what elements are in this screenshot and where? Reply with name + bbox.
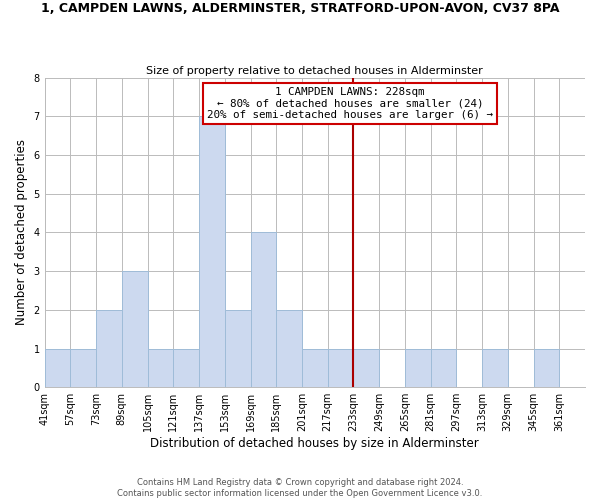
Bar	[122, 271, 148, 387]
Bar	[148, 348, 173, 387]
X-axis label: Distribution of detached houses by size in Alderminster: Distribution of detached houses by size …	[151, 437, 479, 450]
Bar	[533, 348, 559, 387]
Title: Size of property relative to detached houses in Alderminster: Size of property relative to detached ho…	[146, 66, 483, 76]
Bar	[353, 348, 379, 387]
Bar	[482, 348, 508, 387]
Bar	[225, 310, 251, 387]
Text: 1, CAMPDEN LAWNS, ALDERMINSTER, STRATFORD-UPON-AVON, CV37 8PA: 1, CAMPDEN LAWNS, ALDERMINSTER, STRATFOR…	[41, 2, 559, 16]
Bar	[302, 348, 328, 387]
Bar	[199, 116, 225, 387]
Bar	[70, 348, 96, 387]
Bar	[96, 310, 122, 387]
Text: 1 CAMPDEN LAWNS: 228sqm
← 80% of detached houses are smaller (24)
20% of semi-de: 1 CAMPDEN LAWNS: 228sqm ← 80% of detache…	[207, 87, 493, 120]
Bar	[405, 348, 431, 387]
Bar	[328, 348, 353, 387]
Bar	[44, 348, 70, 387]
Y-axis label: Number of detached properties: Number of detached properties	[15, 140, 28, 326]
Text: Contains HM Land Registry data © Crown copyright and database right 2024.
Contai: Contains HM Land Registry data © Crown c…	[118, 478, 482, 498]
Bar	[276, 310, 302, 387]
Bar	[173, 348, 199, 387]
Bar	[251, 232, 276, 387]
Bar	[431, 348, 457, 387]
